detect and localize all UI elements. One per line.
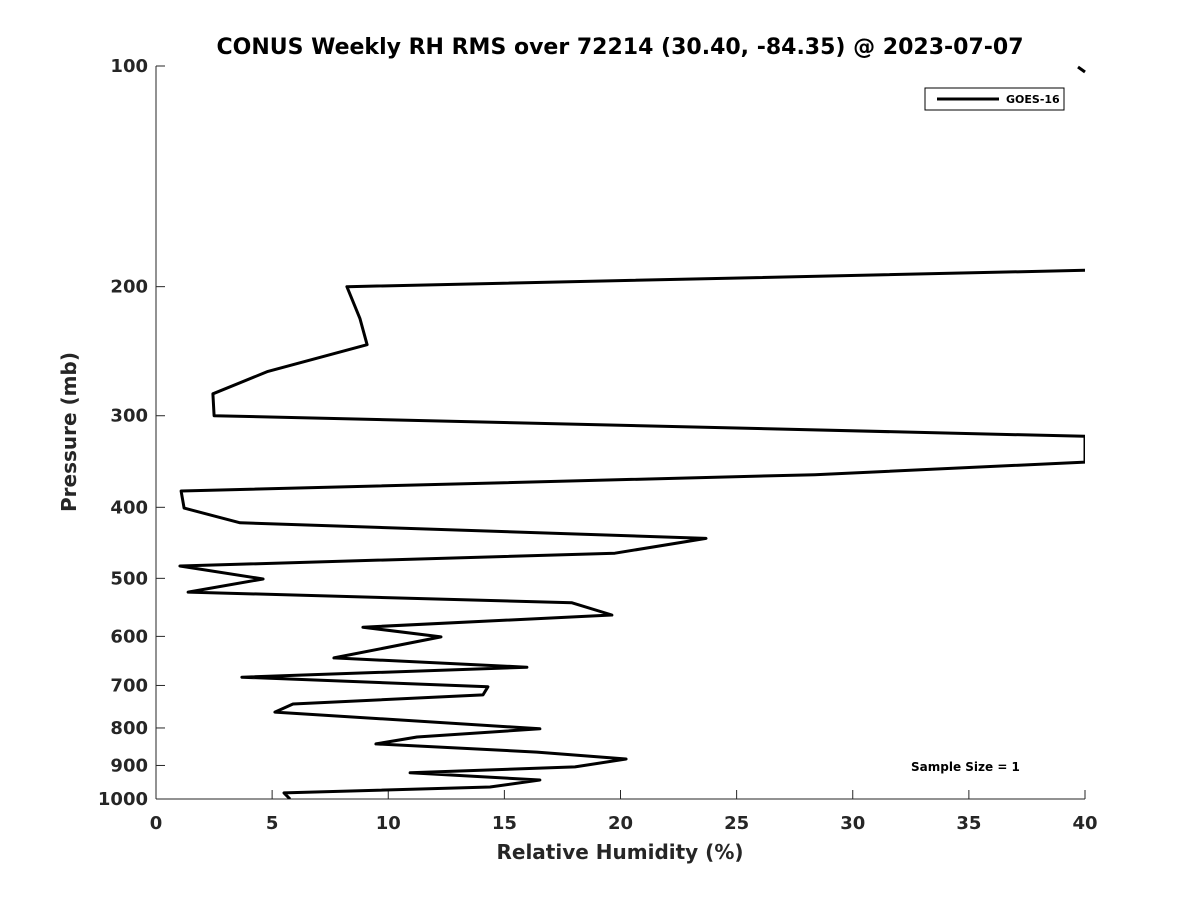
y-tick-label: 1000 bbox=[98, 789, 148, 810]
legend-label-goes-16: GOES-16 bbox=[1006, 93, 1060, 106]
y-tick-label: 300 bbox=[110, 406, 148, 427]
x-tick-label: 0 bbox=[150, 813, 163, 834]
y-tick-label: 800 bbox=[110, 718, 148, 739]
top-right-tick-mark bbox=[1077, 65, 1086, 74]
chart-title: CONUS Weekly RH RMS over 72214 (30.40, -… bbox=[216, 35, 1023, 60]
x-tick-label: 40 bbox=[1072, 813, 1097, 834]
x-axis-label: Relative Humidity (%) bbox=[496, 840, 743, 864]
y-tick-label: 900 bbox=[110, 755, 148, 776]
legend: GOES-16 bbox=[924, 87, 1065, 111]
x-tick-label: 30 bbox=[840, 813, 865, 834]
y-tick-label: 200 bbox=[110, 277, 148, 298]
sample-size-annotation: Sample Size = 1 bbox=[911, 760, 1020, 774]
y-tick-label: 500 bbox=[110, 568, 148, 589]
y-tick-label: 700 bbox=[110, 675, 148, 696]
series-line-goes-16 bbox=[178, 268, 1085, 799]
y-tick-label: 600 bbox=[110, 626, 148, 647]
x-tick-label: 10 bbox=[376, 813, 401, 834]
axes: 0 5 10 15 20 25 30 35 40 100 200 300 400 500 600 700 800… bbox=[98, 56, 1098, 834]
y-tick-label: 100 bbox=[110, 56, 148, 77]
y-tick-label: 400 bbox=[110, 497, 148, 518]
x-tick-label: 20 bbox=[608, 813, 633, 834]
x-tick-label: 5 bbox=[266, 813, 279, 834]
x-tick-label: 35 bbox=[956, 813, 981, 834]
x-tick-label: 15 bbox=[492, 813, 517, 834]
x-tick-label: 25 bbox=[724, 813, 749, 834]
y-axis-label: Pressure (mb) bbox=[57, 352, 81, 512]
